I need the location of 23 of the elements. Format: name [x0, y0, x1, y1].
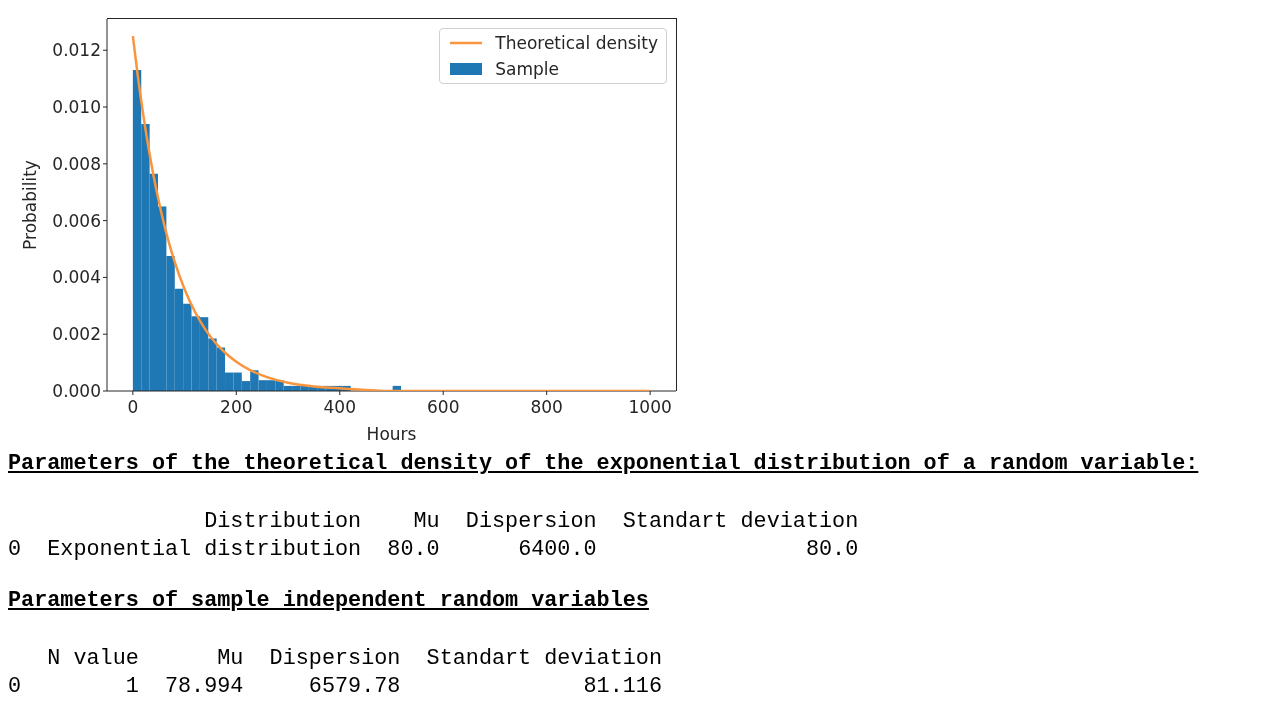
- x-tick-label: 200: [220, 397, 253, 418]
- x-tick-label: 1000: [628, 397, 672, 418]
- text: Parameters of sample independent random variables: [8, 587, 649, 615]
- y-tick-label: 0.000: [52, 381, 101, 402]
- legend-label: Sample: [495, 59, 560, 79]
- y-axis-title: Probability: [20, 160, 41, 250]
- y-tick-label: 0.008: [52, 153, 101, 174]
- x-tick-label: 800: [530, 397, 563, 418]
- text: Distribution Mu Dispersion Standart deviation: [204, 508, 859, 536]
- x-tick-label: 0: [127, 397, 139, 418]
- y-tick-label: 0.006: [52, 210, 101, 231]
- text: 0 Exponential distribution 80.0 6400.0 80.0: [8, 536, 859, 564]
- text: N value Mu Dispersion Standart deviation: [47, 645, 663, 673]
- x-axis-title: Hours: [366, 424, 417, 444]
- legend-label: Theoretical density: [495, 33, 658, 53]
- text: 0 1 78.994 6579.78 81.116: [8, 673, 663, 701]
- y-tick-label: 0.012: [52, 40, 101, 61]
- text: Parameters of the theoretical density of the exponential distribution of a random variable:: [8, 450, 1199, 478]
- y-tick-label: 0.010: [52, 97, 101, 118]
- x-tick-label: 400: [323, 397, 356, 418]
- x-tick-label: 600: [427, 397, 460, 418]
- y-tick-label: 0.004: [52, 267, 101, 288]
- y-tick-label: 0.002: [52, 324, 101, 345]
